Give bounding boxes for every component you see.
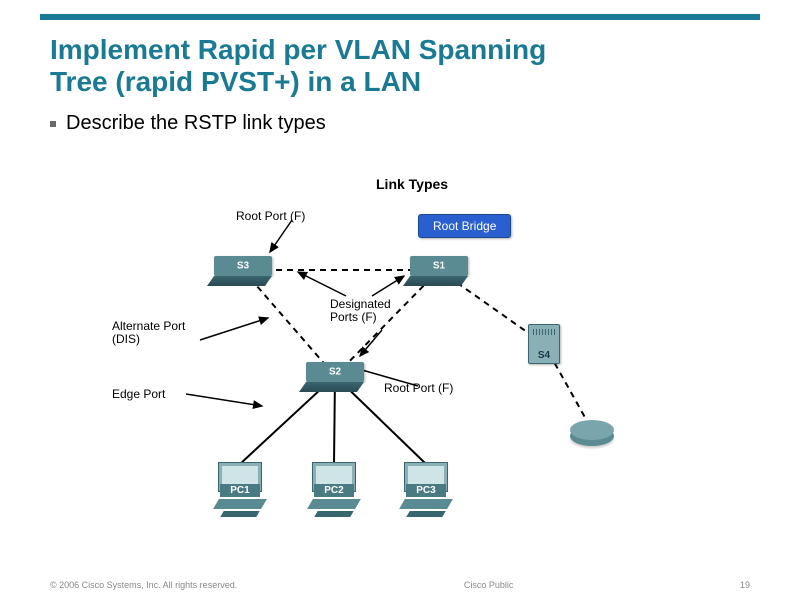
title-line2: Tree (rapid PVST+) in a LAN: [50, 66, 546, 98]
diagram-title: Link Types: [376, 176, 448, 192]
label-alternate: Alternate Port(DIS): [112, 320, 185, 346]
label-root-port-bottom: Root Port (F): [384, 382, 453, 395]
switch-s2-label: S2: [329, 367, 341, 378]
label-edge: Edge Port: [112, 388, 165, 401]
title-line1: Implement Rapid per VLAN Spanning: [50, 34, 546, 66]
footer: © 2006 Cisco Systems, Inc. All rights re…: [0, 580, 800, 590]
pc-3: PC3: [402, 462, 450, 517]
pc-1: PC1: [216, 462, 264, 517]
disk-icon: [570, 420, 614, 440]
switch-s2: S2: [306, 362, 364, 382]
pc-2-label: PC2: [314, 484, 354, 497]
switch-s3-label: S3: [237, 261, 249, 272]
switch-s1-label: S1: [433, 261, 445, 272]
label-root-port-top: Root Port (F): [236, 210, 305, 223]
server-s4: S4: [528, 324, 560, 364]
pc-1-label: PC1: [220, 484, 260, 497]
switch-s1: S1: [410, 256, 468, 276]
footer-center: Cisco Public: [464, 580, 514, 590]
root-bridge-badge: Root Bridge: [418, 214, 511, 238]
pc-2: PC2: [310, 462, 358, 517]
bullet-icon: [50, 121, 56, 127]
footer-page: 19: [740, 580, 750, 590]
pc-3-label: PC3: [406, 484, 446, 497]
bullet-text: Describe the RSTP link types: [66, 112, 326, 135]
switch-s3: S3: [214, 256, 272, 276]
accent-bar: [40, 14, 760, 20]
footer-copyright: © 2006 Cisco Systems, Inc. All rights re…: [50, 580, 237, 590]
diagram: Link Types Root Bridge S1 S2 S3 S4 PC1 P…: [140, 190, 660, 550]
server-s4-label: S4: [529, 350, 559, 361]
bullet-row: Describe the RSTP link types: [50, 112, 326, 135]
slide-title: Implement Rapid per VLAN Spanning Tree (…: [50, 34, 546, 98]
label-designated: DesignatedPorts (F): [330, 298, 391, 324]
